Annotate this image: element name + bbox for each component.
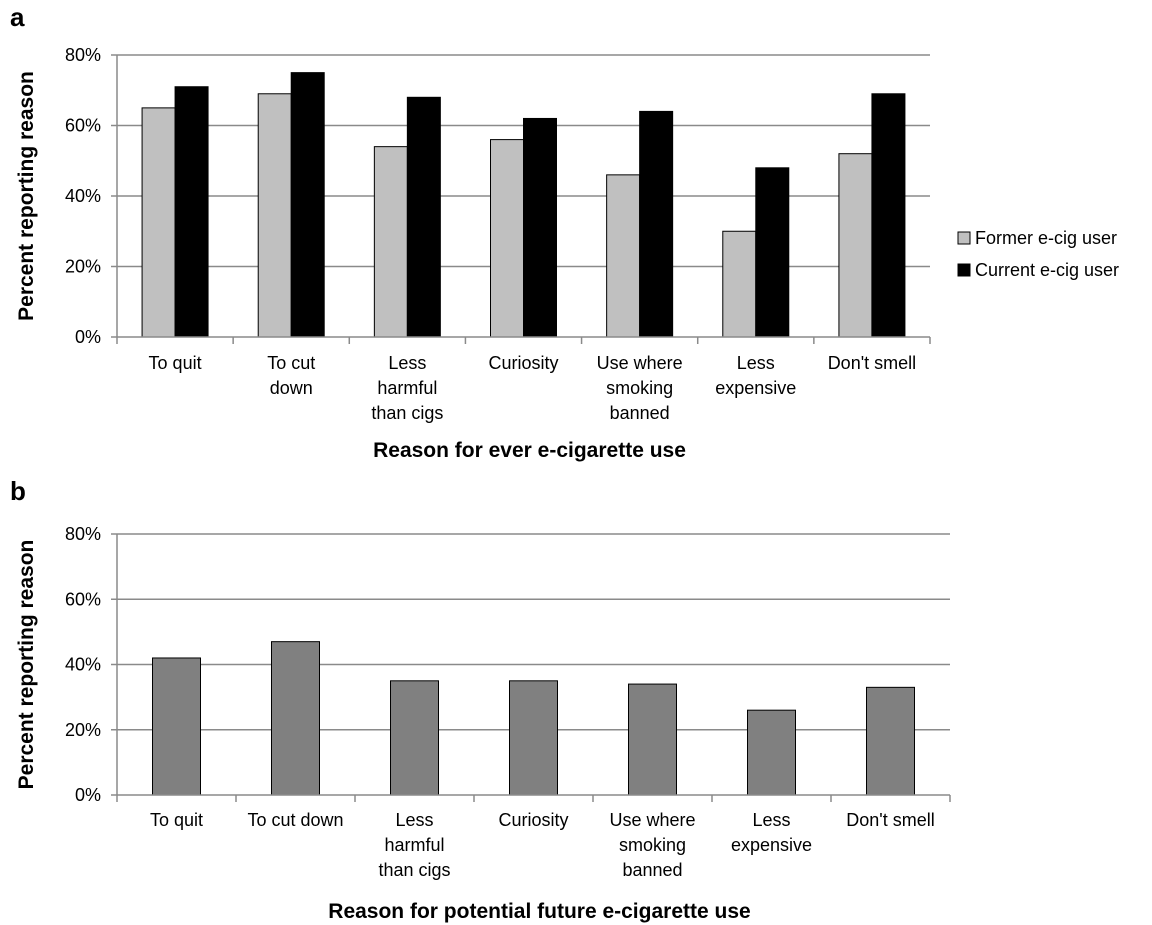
x-tick-label-line: Use where [597, 353, 683, 373]
x-tick-label-line: Less [388, 353, 426, 373]
x-tick-label-line: Curiosity [488, 353, 558, 373]
bar [523, 117, 557, 338]
x-axis-title: Reason for ever e-cigarette use [373, 439, 686, 462]
x-tick-label-line: smoking [606, 378, 673, 398]
chart-panel-b: b 0% 20% 40% 60% 80% To quit To cut down Less har… [10, 476, 951, 923]
y-tick-label: 40% [65, 655, 101, 675]
x-tick-label: To quit [150, 810, 203, 830]
x-tick-label: Use where smoking banned [597, 353, 683, 423]
bar [271, 641, 320, 796]
x-tick-label: Less harmful than cigs [378, 810, 450, 880]
legend-label: Former e-cig user [975, 228, 1117, 248]
y-axis-title: Percent reporting reason [15, 540, 38, 790]
x-tick-label: Curiosity [498, 810, 568, 830]
x-tick-label-line: banned [622, 860, 682, 880]
x-tick-label-line: down [270, 378, 313, 398]
legend-swatch [957, 231, 971, 245]
bar [639, 110, 674, 338]
bar [838, 153, 873, 338]
x-tick-label: Don't smell [846, 810, 934, 830]
bar [509, 680, 558, 796]
x-tick-label-line: smoking [619, 835, 686, 855]
bar [390, 680, 439, 796]
x-tick-label-line: To cut [267, 353, 315, 373]
y-axis-title: Percent reporting reason [15, 71, 38, 321]
y-tick-label: 0% [75, 785, 101, 805]
x-tick-label-line: Less [737, 353, 775, 373]
x-tick-label-line: banned [610, 403, 670, 423]
y-tick-label: 60% [65, 116, 101, 136]
bar [866, 686, 915, 796]
bar [152, 657, 201, 796]
y-tick-label: 40% [65, 186, 101, 206]
x-tick-label-line: Use where [609, 810, 695, 830]
x-tick-label-line: Curiosity [498, 810, 568, 830]
x-tick-label-line: expensive [731, 835, 812, 855]
x-tick-label: Less expensive [715, 353, 796, 398]
x-tick-label: To quit [149, 353, 202, 373]
x-tick-label-line: Don't smell [828, 353, 916, 373]
legend: Former e-cig user Current e-cig user [957, 228, 1119, 280]
bar [490, 139, 524, 338]
x-tick-label: To cut down [267, 353, 315, 398]
x-tick-label: Curiosity [488, 353, 558, 373]
legend-label: Current e-cig user [975, 260, 1119, 280]
panel-label: a [10, 2, 25, 32]
x-tick-label: Use where smoking banned [609, 810, 695, 880]
x-tick-label-line: Less [395, 810, 433, 830]
x-tick-label: Less harmful than cigs [371, 353, 443, 423]
x-tick-label-line: than cigs [371, 403, 443, 423]
bar [406, 96, 441, 338]
bar [257, 93, 292, 338]
y-tick-label: 80% [65, 524, 101, 544]
bar [290, 72, 325, 338]
legend-swatch [957, 263, 971, 277]
bar [628, 683, 677, 796]
x-tick-label-line: harmful [377, 378, 437, 398]
x-axis-title: Reason for potential future e-cigarette … [328, 900, 750, 923]
panel-label: b [10, 476, 26, 506]
bar [606, 174, 641, 338]
bar [373, 146, 408, 338]
chart-panel-a: a 0% 20% 40% 60% 80% To quit To cut down Less harm… [10, 2, 1119, 462]
x-tick-label: Less expensive [731, 810, 812, 855]
bar [747, 709, 796, 796]
x-tick-label-line: Less [752, 810, 790, 830]
x-tick-label-line: than cigs [378, 860, 450, 880]
bar [722, 230, 757, 338]
y-tick-label: 20% [65, 257, 101, 277]
x-tick-label-line: harmful [384, 835, 444, 855]
y-tick-label: 20% [65, 720, 101, 740]
x-tick-label: To cut down [247, 810, 343, 830]
x-tick-label-line: To cut down [247, 810, 343, 830]
x-tick-label-line: Don't smell [846, 810, 934, 830]
y-tick-label: 60% [65, 589, 101, 609]
bar [174, 86, 209, 338]
x-tick-label-line: To quit [149, 353, 202, 373]
x-tick-label-line: To quit [150, 810, 203, 830]
bar [871, 93, 906, 338]
bar [755, 167, 790, 338]
bar [141, 107, 176, 338]
x-tick-label: Don't smell [828, 353, 916, 373]
y-tick-label: 80% [65, 45, 101, 65]
x-tick-label-line: expensive [715, 378, 796, 398]
y-tick-label: 0% [75, 327, 101, 347]
